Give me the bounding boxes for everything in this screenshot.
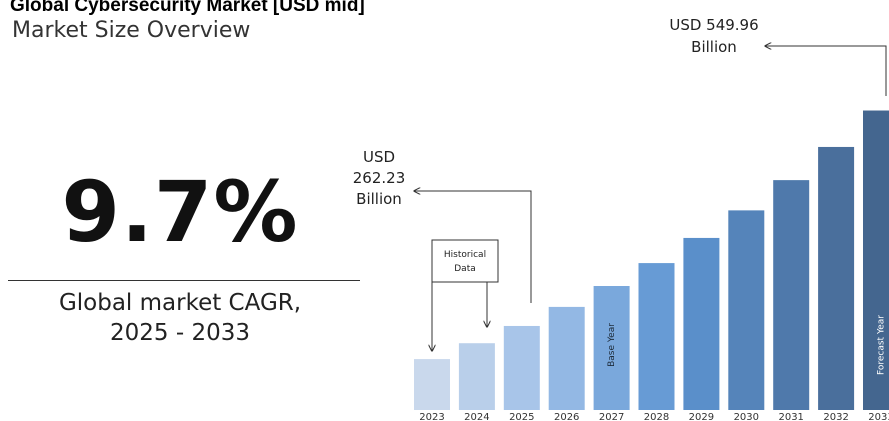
bar-2028: [638, 263, 675, 410]
end-value-arrow: [765, 46, 887, 96]
x-tick-label: 2026: [554, 412, 579, 421]
x-tick-label: 2027: [599, 412, 624, 421]
chart-subtitle: Market Size Overview: [12, 18, 251, 43]
historical-label-line1: Historical: [444, 250, 486, 260]
x-tick-label: 2029: [689, 412, 714, 421]
cagr-value: 9.7%: [61, 163, 299, 261]
start-value-line3: Billion: [356, 190, 402, 208]
x-tick-label: 2033: [868, 412, 889, 421]
x-tick-label: 2028: [644, 412, 669, 421]
end-value-line2: Billion: [691, 38, 737, 56]
x-tick-label: 2023: [419, 412, 444, 421]
bar-2033: [863, 110, 889, 410]
bar-2026: [548, 306, 585, 410]
bar-2024: [458, 343, 495, 410]
forecast-year-label: Forecast Year: [877, 315, 887, 375]
bar-2032: [818, 146, 855, 410]
cagr-label-line2: 2025 - 2033: [110, 320, 250, 346]
bar-2023: [414, 359, 450, 410]
chart-title: Global Cybersecurity Market [USD mid]: [10, 0, 365, 16]
start-value-line2: 262.23: [353, 169, 406, 187]
x-tick-label: 2032: [823, 412, 848, 421]
cagr-label-line1: Global market CAGR,: [58, 290, 302, 316]
start-value-arrow: [414, 191, 532, 303]
historical-label-line2: Data: [454, 264, 476, 274]
x-tick-label: 2031: [778, 412, 803, 421]
base-year-label: Base Year: [607, 323, 617, 367]
bar-2029: [683, 237, 720, 410]
x-tick-label: 2024: [464, 412, 489, 421]
end-value-line1: USD 549.96: [669, 16, 758, 34]
x-tick-label: 2025: [509, 412, 534, 421]
start-value-line1: USD: [363, 148, 395, 166]
bar-2030: [728, 210, 765, 410]
x-tick-label: 2030: [734, 412, 759, 421]
historical-box: [431, 239, 499, 283]
bar-2031: [773, 180, 810, 410]
divider: [8, 280, 360, 281]
bar-2027: [593, 286, 630, 410]
bar-2025: [503, 325, 540, 410]
